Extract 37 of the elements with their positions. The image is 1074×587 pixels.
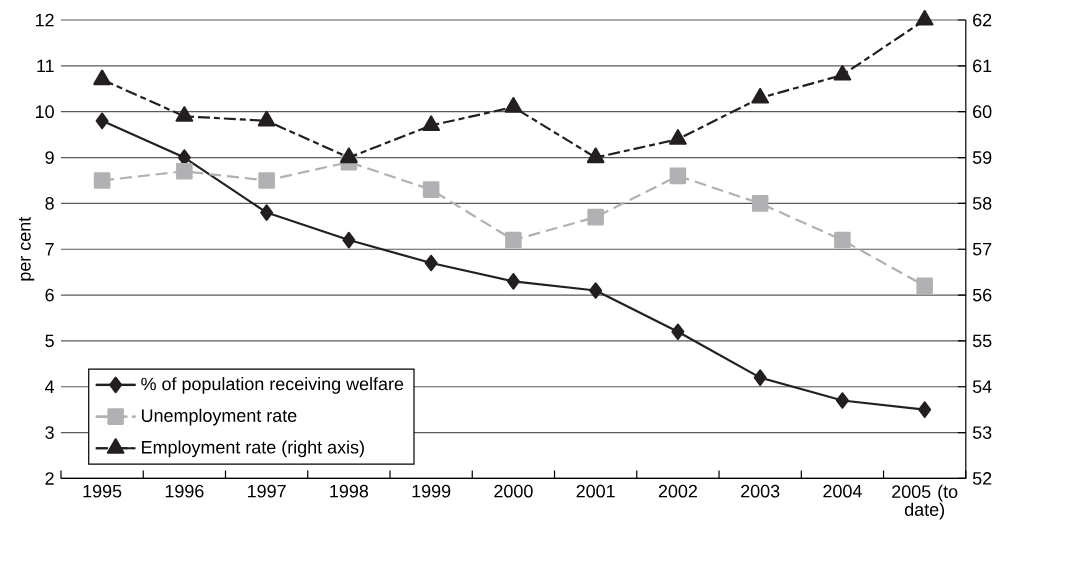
x-tick-label: 2004 [823, 485, 862, 498]
y2-tick-label: 52 [972, 472, 992, 486]
y-tick-label: 7 [45, 243, 54, 256]
y-tick-label: 3 [45, 426, 54, 440]
y-tick-label: 9 [45, 151, 54, 165]
y2-tick-label: 58 [972, 197, 992, 210]
y-tick-label: 6 [45, 288, 54, 302]
y-tick-label: 4 [45, 380, 55, 394]
x-tick-label: 1999 [412, 485, 451, 498]
y-tick-label: 2 [45, 472, 54, 485]
legend-label: Employment rate (right axis) [142, 440, 364, 458]
y2-tick-label: 55 [972, 334, 992, 348]
x-tick-label: 2000 [494, 485, 533, 498]
y-tick-label: 10 [36, 105, 54, 119]
y2-tick-label: 59 [972, 151, 992, 165]
legend-label: % of population receiving welfare [141, 377, 404, 395]
x-tick-label: 2003 [741, 485, 780, 498]
y2-tick-label: 57 [972, 243, 992, 256]
x-tick-label: 1998 [330, 485, 369, 498]
x-tick-label: 2005 (to date) [892, 485, 958, 520]
y2-tick-label: 56 [972, 288, 992, 302]
y2-tick-label: 62 [973, 13, 992, 27]
y-tick-label: 12 [36, 13, 54, 27]
y-tick-label: 8 [45, 197, 54, 210]
x-tick-label: 1997 [248, 485, 286, 498]
y-axis-title: per cent [18, 217, 35, 281]
y2-tick-label: 60 [973, 105, 992, 119]
y2-tick-label: 53 [972, 426, 992, 440]
y-tick-label: 11 [37, 59, 54, 73]
legend-label: Unemployment rate [141, 408, 297, 426]
y-tick-label: 5 [45, 334, 54, 348]
x-tick-label: 1996 [165, 485, 204, 498]
x-tick-label: 1995 [83, 485, 122, 498]
y2-tick-label: 61 [973, 59, 992, 73]
x-tick-label: 2002 [658, 485, 697, 498]
x-tick-label: 2001 [576, 485, 615, 498]
y2-tick-label: 54 [972, 380, 992, 394]
